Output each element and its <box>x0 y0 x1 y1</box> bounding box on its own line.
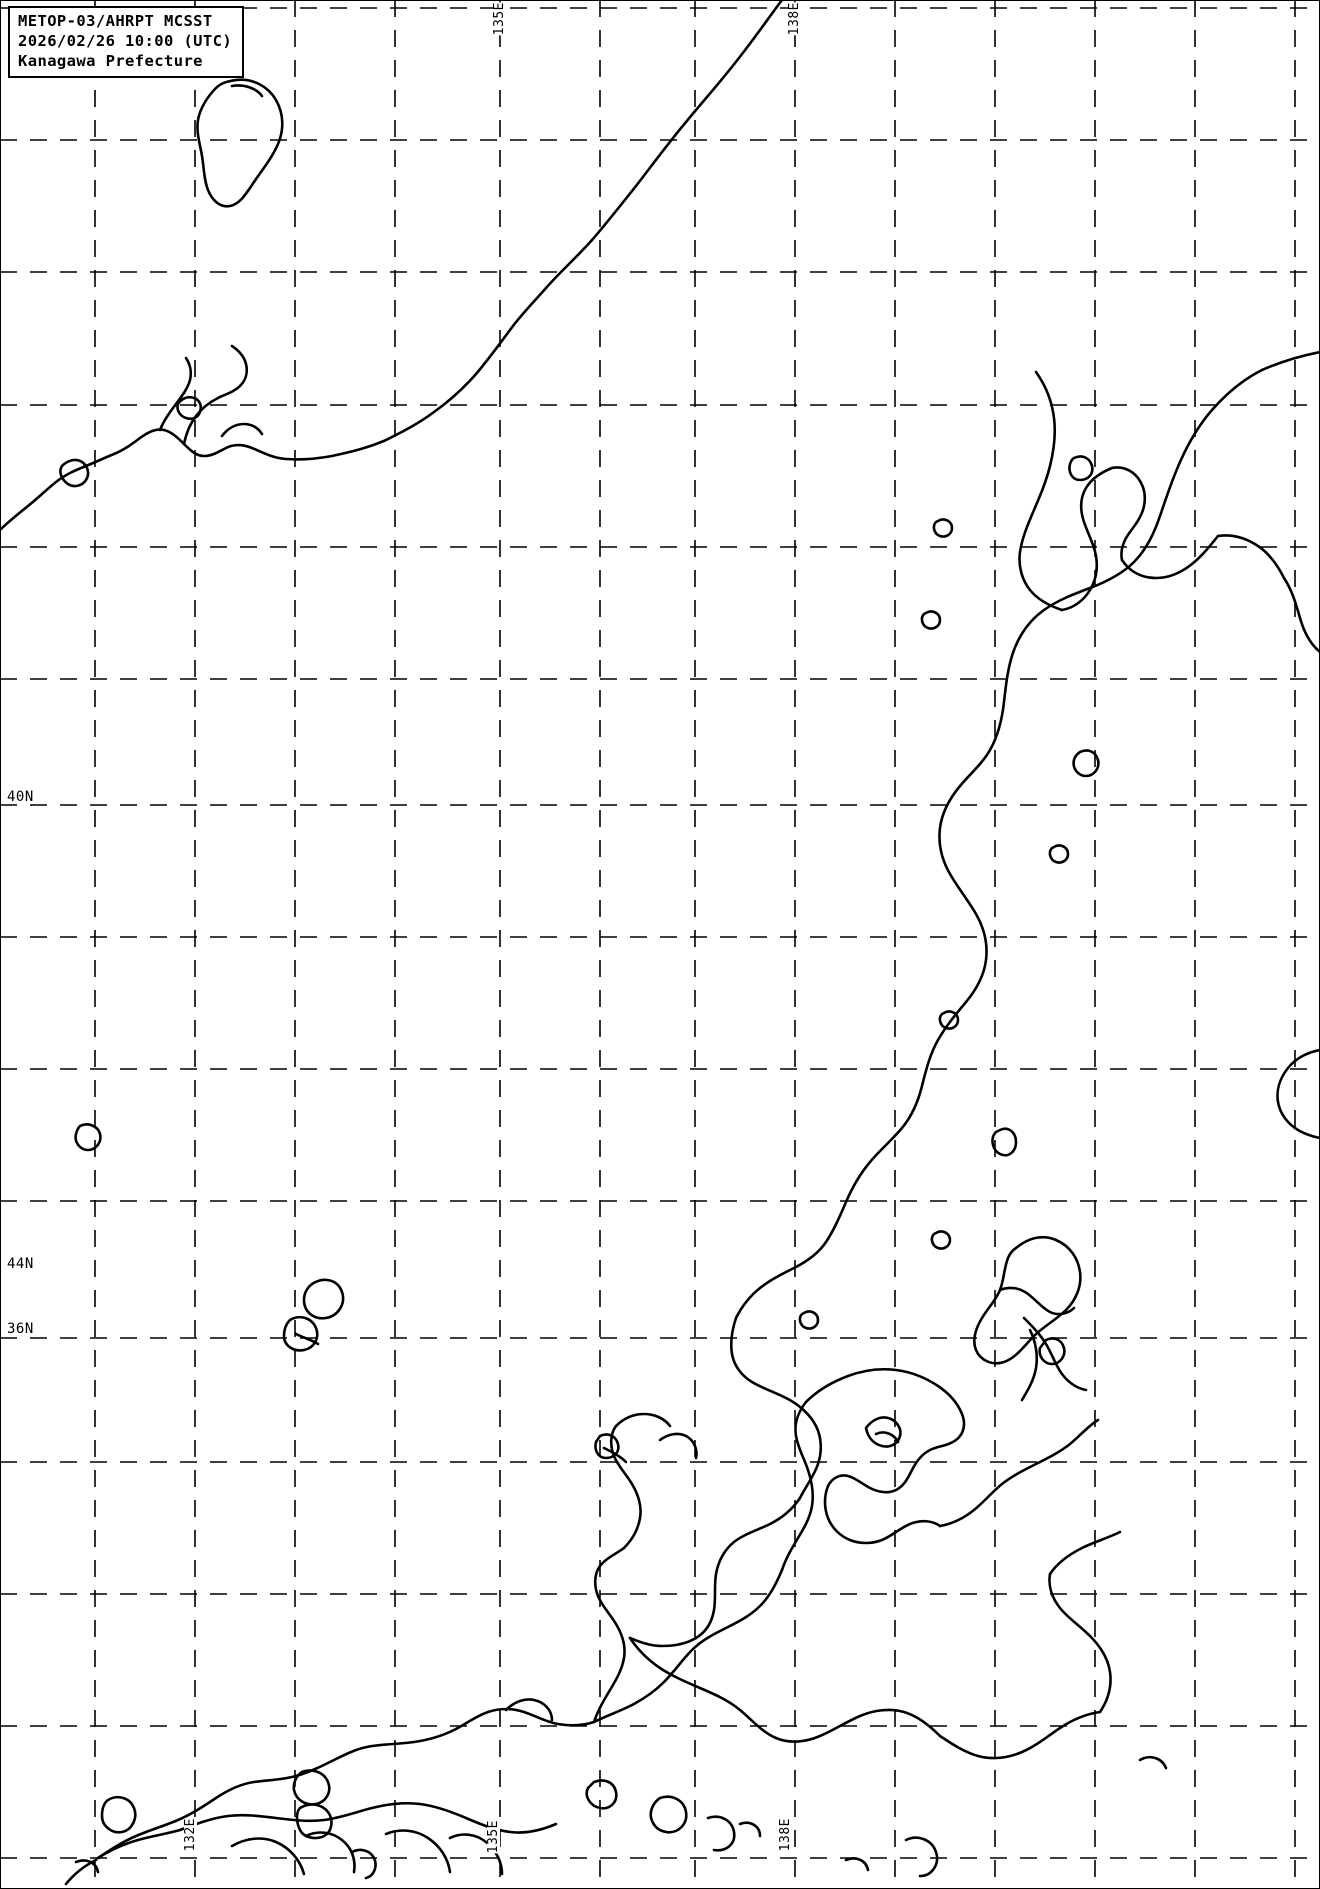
coastline-small-islet-b <box>602 1446 628 1464</box>
coastline-izu-oshima <box>1038 1337 1066 1366</box>
coastline-noto-spur <box>938 1418 1100 1528</box>
title-box: METOP-03/AHRPT MCSST 2026/02/26 10:00 (U… <box>8 6 245 79</box>
longitude-label-bottom-135e: 135E <box>486 1820 501 1854</box>
longitude-label-top-135e: 135E <box>492 2 507 36</box>
coastline-sanin <box>96 1707 596 1860</box>
coastline-kyushu-ne <box>64 1858 98 1886</box>
coastline-setouchi-north <box>96 1828 182 1860</box>
coastline-setouchi-islands-d <box>448 1833 504 1876</box>
coastline-mutsu-bay-inner <box>1060 466 1114 612</box>
coastline-hokkaido-islet-2 <box>59 458 90 488</box>
coastline-islet-bottom-2 <box>649 1795 688 1834</box>
coastline-islet-bottom-4 <box>738 1821 762 1838</box>
coastline-tsugaru-penin <box>1110 466 1147 562</box>
coastline-setouchi-islet-1 <box>295 1803 333 1840</box>
coastline-island-oshima-1 <box>1068 455 1094 482</box>
coastline-sado-island-notch <box>998 1286 1076 1316</box>
coastline-islet-bottom-3 <box>706 1815 736 1852</box>
coastline-japansea-honshu <box>592 1568 784 1724</box>
coastline-ise-bay <box>628 1636 698 1648</box>
longitude-label-bottom-132e: 132E <box>183 1818 198 1852</box>
coastline-boso <box>1048 1530 1122 1576</box>
coastline-setouchi-islands-a <box>230 1837 306 1876</box>
coastline-wakasa <box>592 1546 626 1724</box>
coastline-aomori-n <box>1216 534 1286 580</box>
coastline-shimokita <box>1120 534 1220 580</box>
coastline-island-rishiri-notch <box>230 84 264 98</box>
coastline-setouchi-islands-c <box>384 1829 452 1874</box>
coastline-kanto-bay <box>1048 1572 1112 1714</box>
coastline-noto-inner-bay <box>823 1484 942 1545</box>
coastline-kanagawa-spur <box>1022 1316 1088 1392</box>
latitude-label-36n: 36N <box>6 1321 36 1337</box>
coastline-kyushu-dot <box>100 1795 137 1834</box>
coastline-island-dot-3 <box>1048 844 1070 864</box>
coastline-island-dot-5 <box>930 1230 952 1250</box>
coastline-noto-neck <box>864 1416 902 1448</box>
coastline-honshu-east <box>734 350 1320 1320</box>
coastline-island-dot-6 <box>798 1310 820 1330</box>
coastline-noto-neck2 <box>874 1431 900 1444</box>
coastline-small-bay-1 <box>658 1432 698 1460</box>
coastline-islet-bottom-6 <box>844 1857 870 1872</box>
longitude-label-bottom-138e: 138E <box>778 1818 793 1852</box>
coastline-setouchi-islands-b <box>304 1831 356 1874</box>
title-region-line: Kanagawa Prefecture <box>18 51 203 70</box>
coastline-hokkaido-inlet-c <box>220 422 264 438</box>
coastline-oki-island <box>302 1278 345 1320</box>
coastline-islet-bottom-1 <box>585 1779 618 1810</box>
coastline-mutsu-bay <box>1018 370 1064 612</box>
coastline-noto-peninsula <box>804 1367 966 1494</box>
title-datetime-line: 2026/02/26 10:00 (UTC) <box>18 31 233 50</box>
coastline-islet-bottom-7 <box>1138 1755 1168 1770</box>
coastline-island-dot-4 <box>938 1010 960 1030</box>
coastline-tango <box>609 1424 642 1550</box>
coastline-right-edge-bulge <box>1276 1048 1320 1140</box>
coastline-setouchi-islet-2 <box>350 1848 377 1880</box>
coastline-tango-tip <box>614 1412 672 1428</box>
coastline-izu-penin <box>1020 1328 1039 1402</box>
coastline-island-rishiri <box>196 78 284 208</box>
coastline-island-dot-1 <box>920 610 942 630</box>
coastline-hokkaido-inlet-b <box>158 356 193 432</box>
coastline-oki-island-3 <box>294 1332 320 1346</box>
coastline-island-dot-7 <box>991 1127 1018 1157</box>
coastline-shimane-bay <box>504 1698 554 1722</box>
coastline-kyushu-dot2 <box>74 1859 100 1874</box>
coastline-islet-bottom-5 <box>904 1836 939 1878</box>
coastline-sakhalin-hokkaido-north <box>0 0 784 532</box>
latitude-label-44n: 44N <box>6 1256 36 1272</box>
coastline-honshu-kanto <box>729 1316 823 1500</box>
coastline-oki-island-2 <box>282 1315 319 1352</box>
title-product-line: METOP-03/AHRPT MCSST <box>18 12 213 30</box>
coastline-island-dot-2 <box>932 518 954 538</box>
coastline-sado-island <box>973 1235 1082 1365</box>
coastline-shikoku-n <box>938 1710 1102 1760</box>
latitude-label-40n: 40N <box>6 789 36 805</box>
coastline-noto-west <box>780 1400 815 1572</box>
coastline-hokkaido-islet-1 <box>176 395 203 421</box>
coastline-tokai-south <box>694 1496 802 1640</box>
coastline-island-oshima-2 <box>1072 749 1100 778</box>
coastline-kii-penin <box>628 1636 942 1743</box>
longitude-label-top-138e: 138E <box>787 2 802 36</box>
coastline-aomori-nw <box>1282 576 1320 654</box>
coastline-island-dot-8 <box>74 1123 102 1152</box>
